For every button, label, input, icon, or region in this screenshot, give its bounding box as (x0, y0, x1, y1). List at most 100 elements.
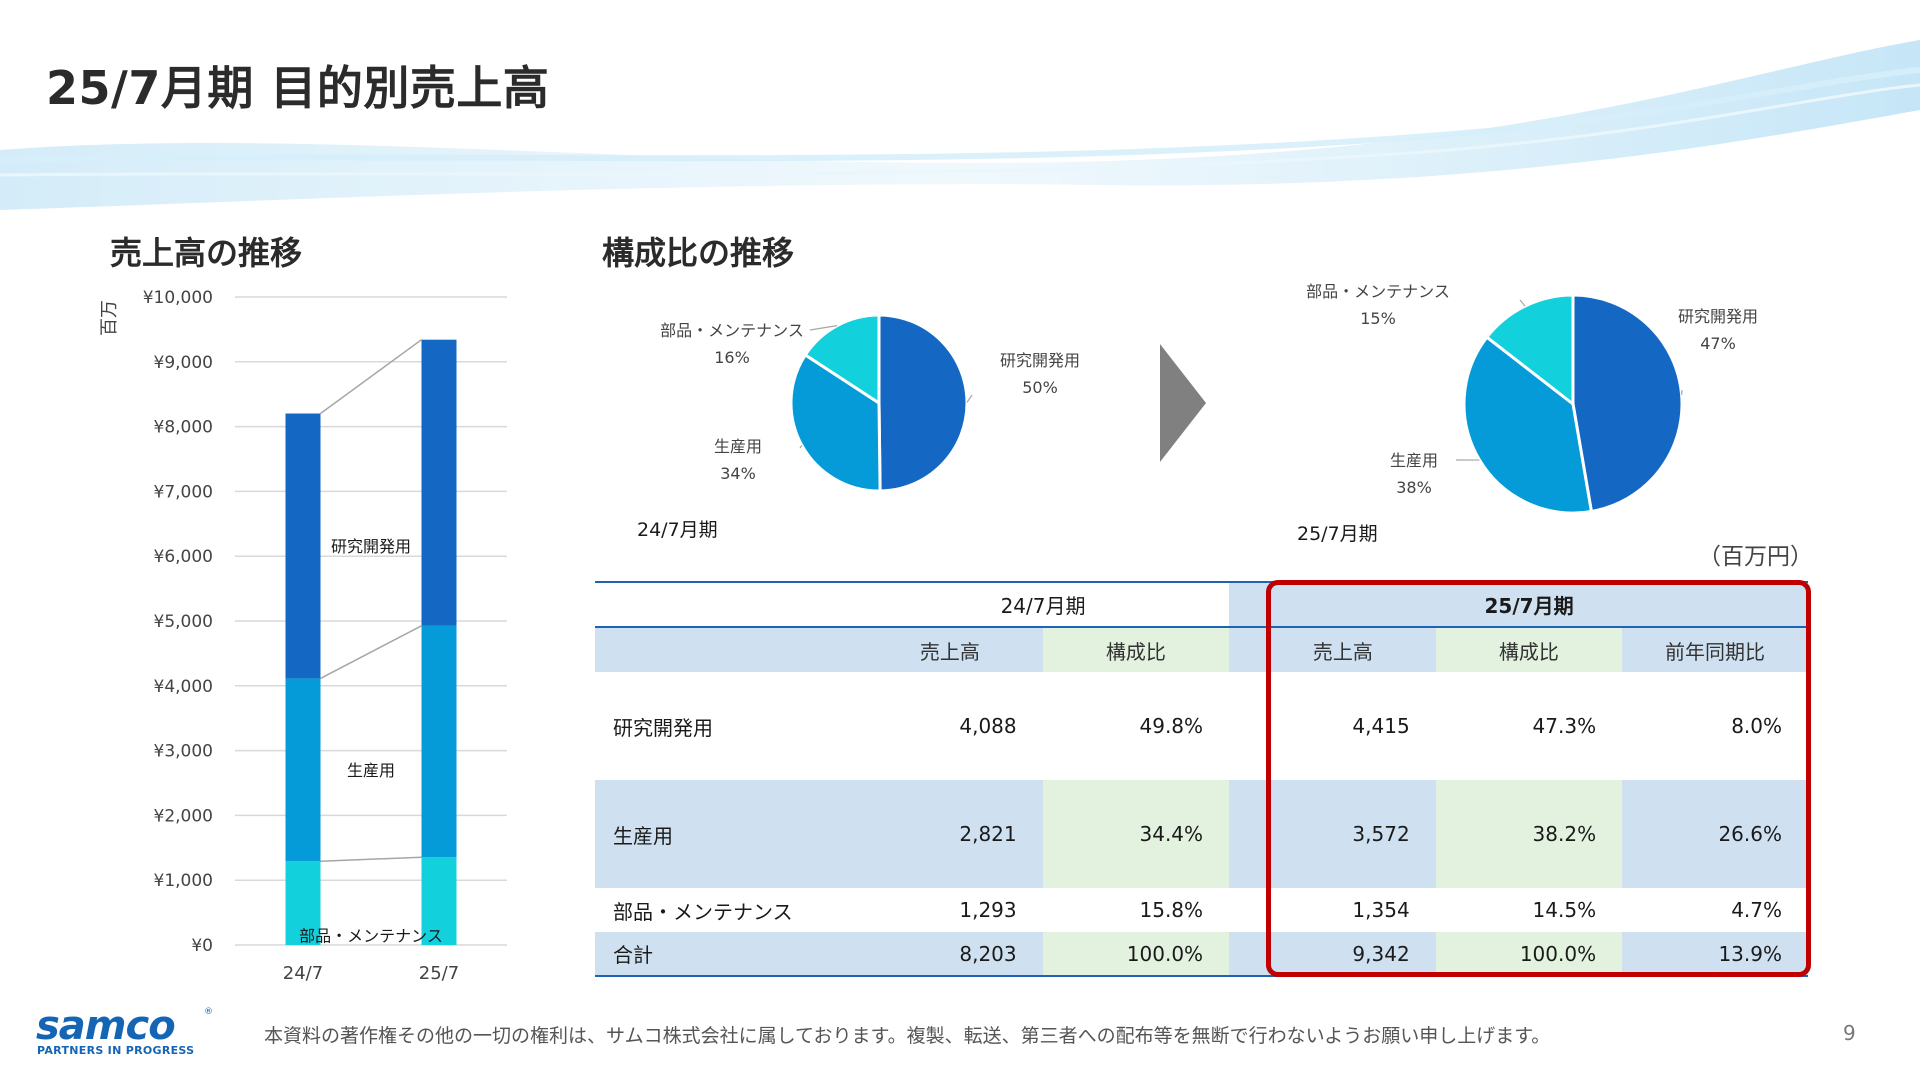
logo-registered-mark: ® (204, 1007, 213, 1017)
row-label: 合計 (595, 932, 858, 976)
copyright-notice: 本資料の著作権その他の一切の権利は、サムコ株式会社に属しております。複製、転送、… (264, 1025, 1551, 1047)
page-number: 9 (1843, 1021, 1856, 1045)
pie-label-name: 部品・メンテナンス (1306, 282, 1450, 301)
pie-label-pct: 15% (1360, 309, 1396, 328)
bar-segment (421, 625, 457, 858)
header-wave-decoration (0, 40, 1920, 210)
bar-segment (421, 857, 457, 945)
pie-label-pct: 34% (720, 464, 756, 483)
period-label-25-7: 25/7月期 (1297, 523, 1378, 545)
table-sub-header-row: 売上高 構成比 売上高 構成比 前年同期比 (595, 627, 1808, 672)
pie-label-name: 生産用 (1390, 451, 1438, 470)
table-cell: 8.0% (1731, 714, 1782, 738)
y-tick-label: ¥0 (191, 936, 213, 956)
pie-label-name: 生産用 (714, 437, 762, 456)
row-label: 研究開発用 (613, 715, 713, 740)
bar-segment (421, 339, 457, 626)
table-row: 部品・メンテナンス 1,293 15.8% 1,354 14.5% 4.7% (595, 888, 1808, 932)
table-cell: 1,293 (959, 898, 1017, 922)
table-cell: 2,821 (857, 780, 1043, 888)
table-cell: 4,088 (959, 714, 1017, 738)
sub-header-sales-25: 売上高 (1250, 627, 1436, 672)
y-tick-label: ¥5,000 (154, 612, 213, 632)
table-cell: 100.0% (1435, 932, 1623, 976)
table-row: 研究開発用 4,088 49.8% 4,415 47.3% 8.0% (595, 672, 1808, 780)
composition-trend-title: 構成比の推移 (602, 234, 795, 272)
series-connector-line (320, 625, 422, 680)
table-cell: 8,203 (857, 932, 1043, 976)
segment-label: 研究開発用 (331, 537, 411, 556)
pie-slice (1462, 335, 1594, 515)
bar-segment (285, 861, 321, 945)
table-cell: 14.5% (1532, 898, 1597, 922)
table-cell: 1,354 (1352, 898, 1410, 922)
sales-table: 24/7月期 25/7月期 売上高 構成比 売上高 構成比 前年同期比 研究開発… (595, 581, 1808, 977)
series-connector-line (320, 856, 422, 862)
y-axis-label: 百万 (99, 300, 120, 336)
pie-label-pct: 50% (1022, 378, 1058, 397)
table-cell: 4,415 (1352, 714, 1410, 738)
leader-line (1519, 299, 1526, 307)
table-row: 生産用 2,821 34.4% 3,572 38.2% 26.6% (595, 780, 1808, 888)
sub-header-yoy: 前年同期比 (1622, 627, 1808, 672)
y-tick-label: ¥6,000 (154, 547, 213, 567)
y-tick-label: ¥9,000 (154, 353, 213, 373)
pie-slice (877, 313, 969, 493)
row-label: 部品・メンテナンス (613, 899, 793, 924)
pie-label-name: 研究開発用 (1678, 307, 1758, 326)
y-tick-label: ¥10,000 (143, 288, 213, 308)
pie-label-name: 部品・メンテナンス (660, 321, 804, 340)
table-cell: 49.8% (1139, 714, 1204, 738)
highlight-box-25-7 (1266, 580, 1811, 977)
y-tick-label: ¥8,000 (154, 418, 213, 438)
table-cell: 38.2% (1435, 780, 1623, 888)
table-cell: 34.4% (1042, 780, 1230, 888)
group-header-24-7: 24/7月期 (857, 581, 1230, 627)
pie-label-name: 研究開発用 (1000, 351, 1080, 370)
bar-segment (285, 678, 321, 862)
y-tick-label: ¥2,000 (154, 806, 213, 826)
x-tick-label: 24/7 (283, 963, 323, 984)
pie-label-pct: 47% (1700, 334, 1736, 353)
logo-tagline: PARTNERS IN PROGRESS (37, 1044, 195, 1057)
bar-segment (285, 413, 321, 679)
table-unit-note: （百万円） (1698, 544, 1813, 570)
pie-slice (1571, 293, 1684, 514)
table-group-header-row: 24/7月期 25/7月期 (595, 581, 1808, 627)
stacked-bar-chart: ¥0 ¥1,000 ¥2,000 ¥3,000 ¥4,000 ¥5,000 ¥6,000 ¥7… (99, 288, 507, 984)
pie-label-pct: 16% (714, 348, 750, 367)
sub-header-sales-24: 売上高 (857, 627, 1043, 672)
pie-chart-25-7: 研究開発用 47% 生産用 38% 部品・メンテナンス 15% (1306, 282, 1758, 515)
table-cell: 4.7% (1731, 898, 1782, 922)
table-cell: 100.0% (1042, 932, 1230, 976)
series-connector-line (320, 339, 422, 415)
segment-label: 生産用 (347, 761, 395, 780)
x-tick-label: 25/7 (419, 963, 459, 984)
sub-header-ratio-25: 構成比 (1435, 627, 1623, 672)
arrow-right-icon (1160, 344, 1206, 462)
y-tick-label: ¥4,000 (154, 677, 213, 697)
leader-line (809, 325, 838, 331)
samco-logo: samco (36, 1003, 176, 1049)
page-title: 25/7月期 目的別売上高 (46, 61, 550, 115)
table-cell: 47.3% (1532, 714, 1597, 738)
period-label-24-7: 24/7月期 (637, 519, 718, 541)
table-cell: 3,572 (1250, 780, 1436, 888)
segment-label: 部品・メンテナンス (299, 927, 443, 946)
y-tick-label: ¥7,000 (154, 482, 213, 502)
sub-header-ratio-24: 構成比 (1042, 627, 1230, 672)
pie-slice (789, 352, 882, 493)
y-tick-label: ¥3,000 (154, 742, 213, 762)
table-total-row: 合計 8,203 100.0% 9,342 100.0% 13.9% (595, 932, 1808, 976)
table-cell: 9,342 (1250, 932, 1436, 976)
leader-line (799, 445, 803, 449)
y-tick-label: ¥1,000 (154, 871, 213, 891)
pie-label-pct: 38% (1396, 478, 1432, 497)
table-cell: 13.9% (1622, 932, 1808, 976)
pie-chart-24-7: 研究開発用 50% 生産用 34% 部品・メンテナンス 16% (660, 313, 1080, 493)
table-cell: 26.6% (1622, 780, 1808, 888)
sales-trend-title: 売上高の推移 (110, 234, 303, 272)
table-cell: 15.8% (1139, 898, 1204, 922)
leader-line (966, 394, 973, 403)
row-label: 生産用 (595, 780, 858, 888)
